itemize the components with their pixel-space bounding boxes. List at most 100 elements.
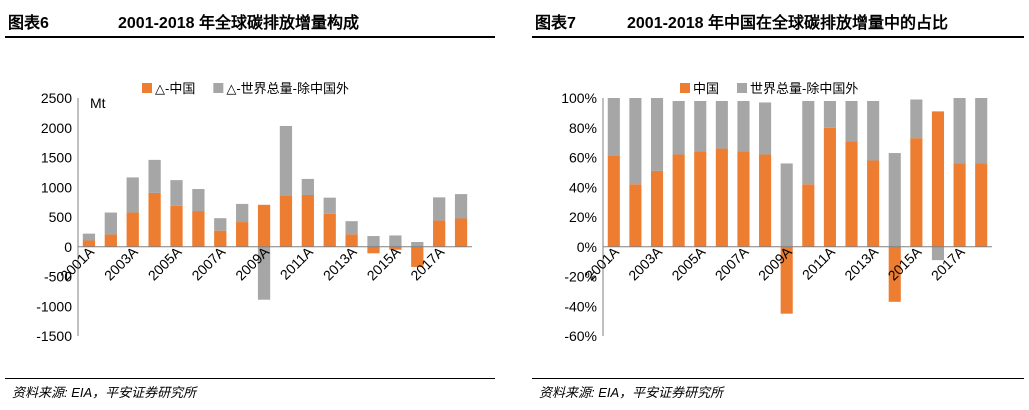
y-tick-label: 500 bbox=[49, 209, 73, 225]
rest-of-world-bar bbox=[367, 236, 380, 247]
rest-of-world-bar bbox=[279, 125, 293, 196]
china-bar bbox=[454, 218, 468, 247]
title-divider bbox=[532, 36, 1024, 38]
china-bar bbox=[845, 141, 858, 247]
rest-of-world-bar bbox=[888, 153, 901, 247]
x-tick-label: 2005A bbox=[668, 243, 708, 283]
china-bar bbox=[975, 163, 988, 247]
y-tick-label: 1500 bbox=[41, 150, 72, 166]
y-tick-label: -60% bbox=[564, 328, 597, 344]
china-bar bbox=[607, 156, 620, 247]
rest-of-world-bar bbox=[236, 203, 249, 223]
china-bar bbox=[82, 240, 96, 247]
figure-label: 图表7 bbox=[535, 15, 576, 32]
source-divider bbox=[532, 378, 1024, 379]
china-bar bbox=[737, 151, 750, 247]
chart-left-plot: 2500 2000 1500 1000 500 0 -500 -1000 -1500 Mt 2001… bbox=[36, 81, 472, 344]
chart-panel-right: 图表7 2001-2018 年中国在全球碳排放增量中的占比 100% 80% 60%… bbox=[527, 0, 1029, 410]
rest-of-world-bar bbox=[953, 98, 966, 164]
chart-title: 2001-2018 年中国在全球碳排放增量中的占比 bbox=[627, 15, 948, 32]
unit-label: Mt bbox=[90, 95, 106, 111]
y-tick-label: 20% bbox=[569, 209, 597, 225]
rest-of-world-bar bbox=[454, 194, 468, 219]
rest-of-world-bar bbox=[82, 233, 96, 241]
rest-of-world-bar bbox=[126, 177, 139, 213]
chart-title: 2001-2018 年全球碳排放增量构成 bbox=[118, 15, 359, 32]
y-tick-label: 2500 bbox=[41, 90, 72, 106]
china-bar bbox=[867, 160, 880, 247]
y-tick-label: -1500 bbox=[36, 328, 72, 344]
legend-swatch-rest-of-world bbox=[737, 83, 748, 93]
rest-of-world-bar bbox=[214, 218, 227, 231]
rest-of-world-bar bbox=[759, 102, 772, 155]
x-tick-label: 2003A bbox=[101, 243, 141, 283]
china-bar bbox=[214, 230, 227, 247]
x-tick-label: 2013A bbox=[320, 243, 360, 283]
rest-of-world-bar bbox=[694, 100, 707, 152]
x-tick-label: 2001A bbox=[57, 243, 97, 283]
rest-of-world-bar bbox=[192, 189, 205, 212]
china-bar bbox=[126, 212, 139, 247]
china-bar bbox=[802, 184, 815, 247]
legend-label-rest-of-world: 世界总量-除中国外 bbox=[750, 81, 858, 96]
y-tick-label: 0 bbox=[64, 239, 72, 255]
rest-of-world-bar bbox=[867, 100, 880, 161]
china-bar bbox=[780, 246, 793, 314]
china-bar bbox=[323, 213, 336, 247]
rest-of-world-bar bbox=[845, 100, 858, 142]
legend-swatch-china bbox=[142, 83, 152, 93]
china-bar bbox=[192, 211, 205, 247]
rest-of-world-bar bbox=[737, 100, 750, 152]
rest-of-world-bar bbox=[389, 235, 402, 247]
china-bar bbox=[301, 194, 314, 247]
china-bar bbox=[433, 220, 446, 247]
china-bar bbox=[694, 151, 707, 247]
rest-of-world-bar bbox=[629, 98, 642, 185]
chart-panel-left: 图表6 2001-2018 年全球碳排放增量构成 2500 2000 1500 100… bbox=[0, 0, 500, 410]
title-divider bbox=[5, 36, 495, 38]
rest-of-world-bar bbox=[607, 98, 620, 157]
china-bar bbox=[910, 138, 923, 247]
rest-of-world-bar bbox=[170, 180, 183, 206]
legend-label-china: △-中国 bbox=[155, 81, 195, 96]
rest-of-world-bar bbox=[672, 100, 685, 155]
x-tick-label: 2013A bbox=[841, 243, 881, 283]
china-bar bbox=[236, 222, 249, 247]
y-tick-label: -500 bbox=[44, 269, 72, 285]
rest-of-world-bar bbox=[104, 212, 117, 235]
china-bar bbox=[104, 234, 117, 247]
rest-of-world-bar bbox=[257, 246, 271, 300]
china-bar bbox=[148, 192, 161, 247]
x-tick-label: 2007A bbox=[712, 243, 752, 283]
x-tick-label: 2011A bbox=[277, 243, 317, 283]
figure-label: 图表6 bbox=[8, 15, 49, 32]
china-bar bbox=[953, 163, 966, 247]
x-tick-label: 2005A bbox=[145, 243, 185, 283]
china-bar bbox=[672, 154, 685, 247]
y-tick-label: 100% bbox=[561, 90, 597, 106]
china-bar bbox=[888, 246, 901, 302]
y-tick-label: 1000 bbox=[41, 179, 72, 195]
rest-of-world-bar bbox=[301, 178, 314, 195]
rest-of-world-bar bbox=[823, 100, 836, 128]
china-bar bbox=[345, 234, 358, 247]
rest-of-world-bar bbox=[802, 100, 815, 185]
china-bar bbox=[257, 204, 271, 247]
rest-of-world-bar bbox=[433, 197, 446, 221]
x-tick-label: 2003A bbox=[625, 243, 665, 283]
chart-right-plot: 100%80%60%40%20%0%-20%-40%-60%2001A 2003A… bbox=[561, 81, 992, 344]
x-tick-label: 2011A bbox=[799, 243, 839, 283]
rest-of-world-bar bbox=[323, 197, 336, 214]
rest-of-world-bar bbox=[975, 98, 988, 164]
y-tick-label: 2000 bbox=[41, 120, 72, 136]
rest-of-world-bar bbox=[411, 241, 424, 247]
china-bar bbox=[823, 127, 836, 247]
y-tick-label: -1000 bbox=[36, 298, 72, 314]
china-bar bbox=[411, 246, 424, 267]
legend-label-rest-of-world: △-世界总量-除中国外 bbox=[226, 81, 349, 96]
china-bar bbox=[279, 195, 293, 247]
y-tick-label: -20% bbox=[564, 269, 597, 285]
rest-of-world-bar bbox=[345, 221, 358, 235]
china-bar bbox=[629, 184, 642, 247]
china-bar bbox=[389, 246, 402, 250]
